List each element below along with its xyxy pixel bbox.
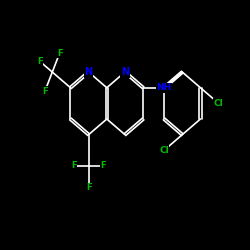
Text: Cl: Cl	[214, 99, 224, 108]
Text: F: F	[42, 86, 48, 96]
Text: F: F	[86, 183, 91, 192]
Text: F: F	[71, 162, 77, 170]
Text: Cl: Cl	[159, 146, 169, 155]
Text: F: F	[37, 56, 43, 66]
Text: F: F	[100, 162, 106, 170]
Text: NH: NH	[156, 83, 172, 92]
Text: N: N	[121, 67, 129, 77]
Text: F: F	[57, 48, 62, 58]
Text: N: N	[84, 67, 93, 77]
